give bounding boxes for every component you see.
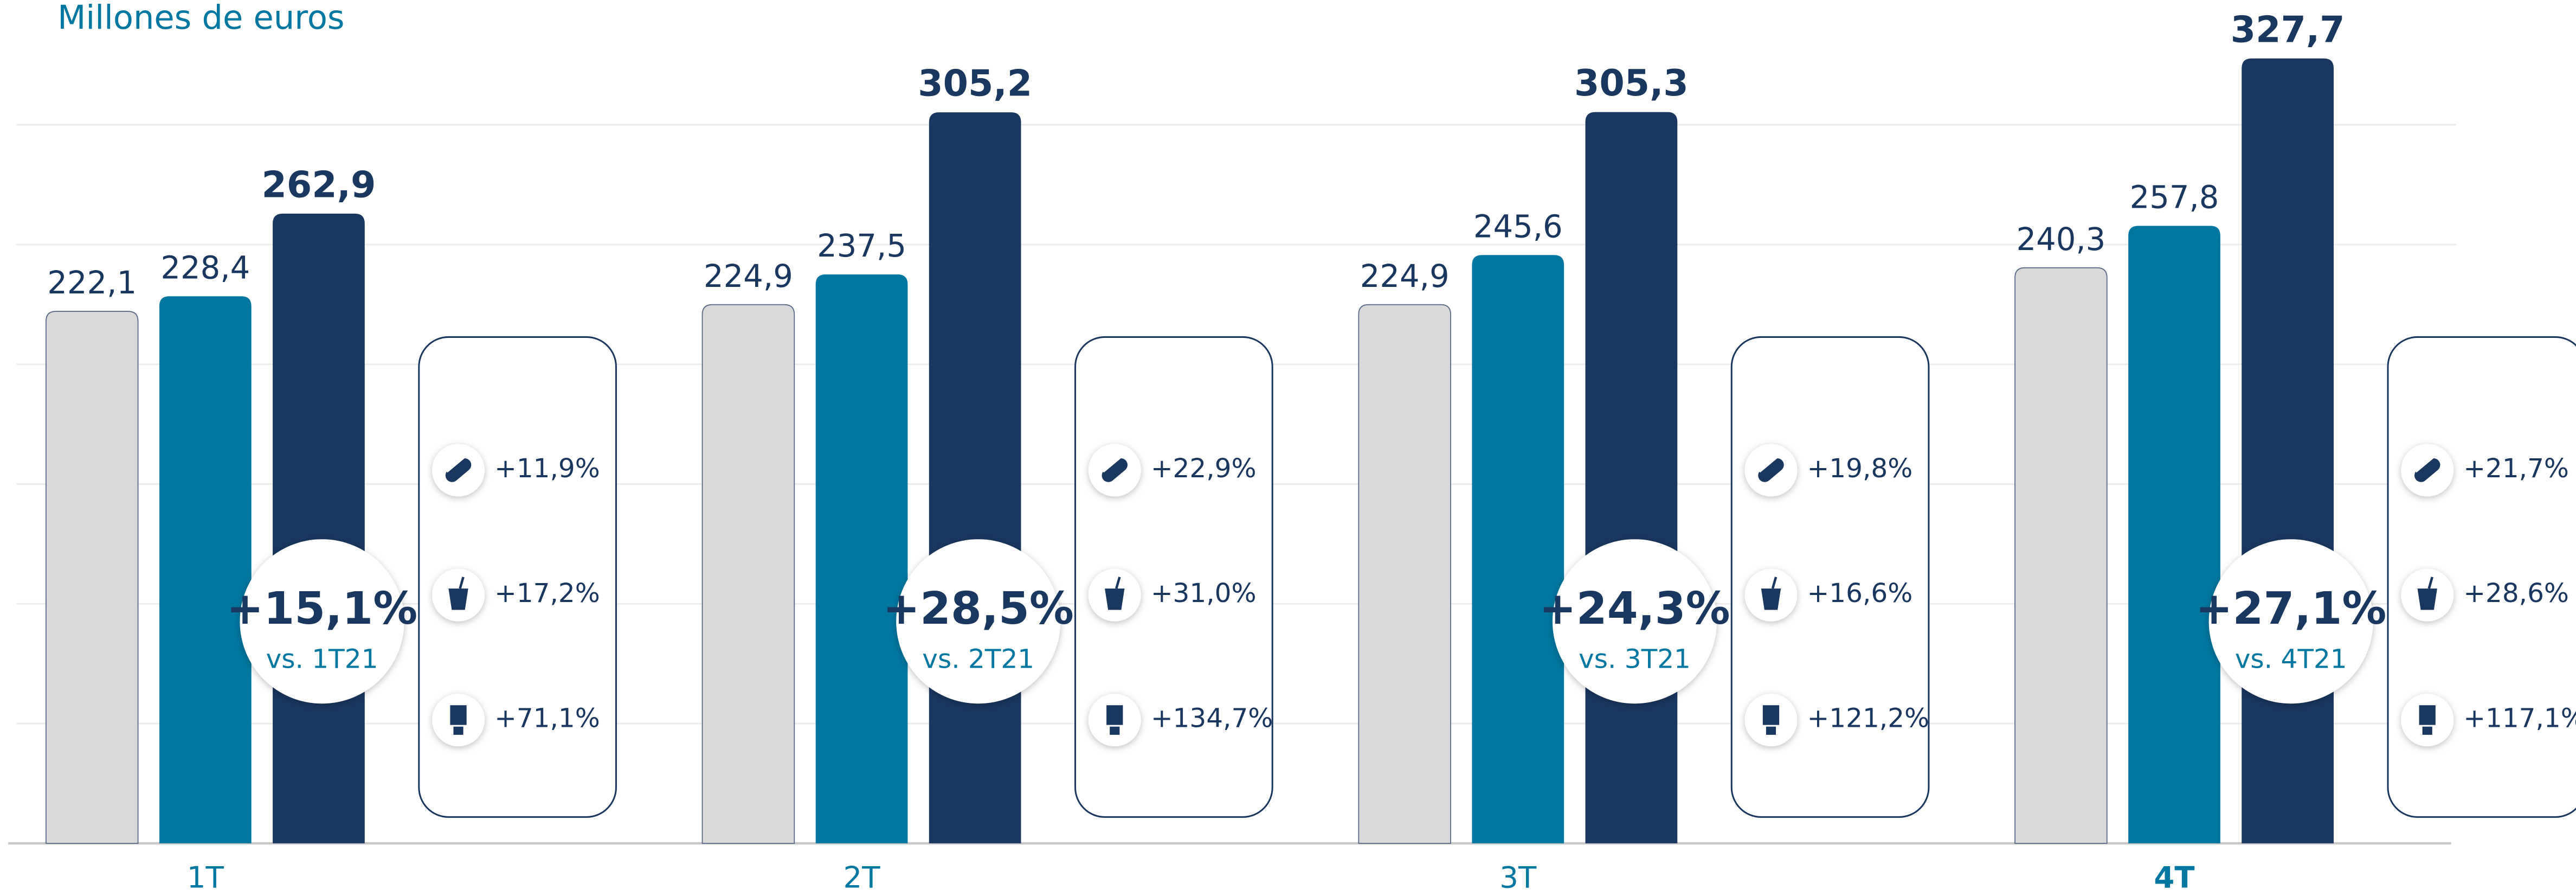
x-tick-label: 1T [187,860,224,895]
breakdown-label: +22,9% [1151,453,1257,484]
icon-glyph [1758,458,1784,482]
value-label: 262,9 [262,163,376,206]
icon-glyph [1766,726,1776,735]
breakdown-box: +22,9% +31,0% +134,7% [1074,336,1273,818]
icon-glyph [450,705,467,725]
bar [2128,226,2220,843]
icon-glyph [2419,705,2436,725]
icon-glyph [453,726,463,735]
breakdown-label: +17,2% [494,578,600,609]
icon-glyph [1761,588,1781,610]
bar [1358,304,1451,844]
icon-glyph [459,577,465,589]
comparison-label: vs. 4T21 [2235,644,2347,674]
icon-glyph [1102,455,1124,473]
chart-title: Millones de euros [57,0,344,37]
change-circle [1552,539,1717,704]
bar [2242,58,2334,843]
icon-glyph [1106,705,1123,725]
value-label: 222,1 [47,265,137,301]
value-label: 224,9 [704,258,793,295]
change-label: +15,1% [227,583,417,635]
icon-glyph [1759,455,1780,473]
icon-glyph [2415,455,2437,473]
x-tick-label: 2T [843,860,881,895]
breakdown-label: +121,2% [1807,703,1929,734]
icon-glyph [1105,588,1125,610]
bar [273,213,365,843]
comparison-label: vs. 2T21 [922,644,1034,674]
icon-glyph [446,455,467,473]
value-label: 240,3 [2016,221,2105,258]
value-label: 257,8 [2130,180,2219,216]
bar [815,274,908,843]
icon-glyph [1102,458,1128,482]
change-circle [2208,539,2373,704]
icon-glyph [1110,726,1120,735]
change-circle [240,539,404,704]
x-tick-label: 3T [1499,860,1537,895]
breakdown-label: +71,1% [494,703,600,734]
icon-glyph [448,588,468,610]
value-label: 305,2 [918,62,1032,105]
breakdown-label: +11,9% [494,453,600,484]
breakdown-label: +19,8% [1807,453,1913,484]
breakdown-label: +21,7% [2463,453,2569,484]
comparison-label: vs. 1T21 [266,644,378,674]
icon-glyph [1115,577,1121,589]
bar [929,112,1021,843]
icon-glyph [445,458,472,482]
icon-glyph [1771,577,1778,589]
icon-glyph [1762,705,1780,725]
bar [2014,267,2108,844]
value-label: 224,9 [1360,258,1450,295]
breakdown-box: +19,8% +16,6% +121,2% [1730,336,1930,818]
icon-glyph [2427,577,2434,589]
value-label: 228,4 [160,249,250,286]
bar [1585,112,1678,843]
change-label: +28,5% [883,583,1074,635]
value-label: 327,7 [2231,8,2345,50]
breakdown-label: +134,7% [1151,703,1273,734]
x-tick-label: 4T [2154,860,2194,895]
breakdown-box: +21,7% +28,6% +117,1% [2387,336,2576,818]
change-label: +27,1% [2195,583,2386,635]
change-label: +24,3% [1539,583,1730,635]
bar [1472,255,1564,843]
change-circle [896,539,1061,704]
icon-glyph [2414,458,2440,482]
bar [159,296,252,843]
breakdown-label: +28,6% [2463,578,2569,609]
comparison-label: vs. 3T21 [1579,644,1691,674]
breakdown-label: +16,6% [1807,578,1913,609]
value-label: 245,6 [1473,208,1563,245]
bar [45,311,139,844]
breakdown-label: +117,1% [2463,703,2576,734]
breakdown-label: +31,0% [1151,578,1257,609]
icon-glyph [2422,726,2432,735]
bar [701,304,795,844]
breakdown-box: +11,9% +17,2% +71,1% [418,336,617,818]
value-label: 305,3 [1574,62,1689,104]
icon-glyph [2417,588,2437,610]
value-label: 237,5 [817,228,906,264]
